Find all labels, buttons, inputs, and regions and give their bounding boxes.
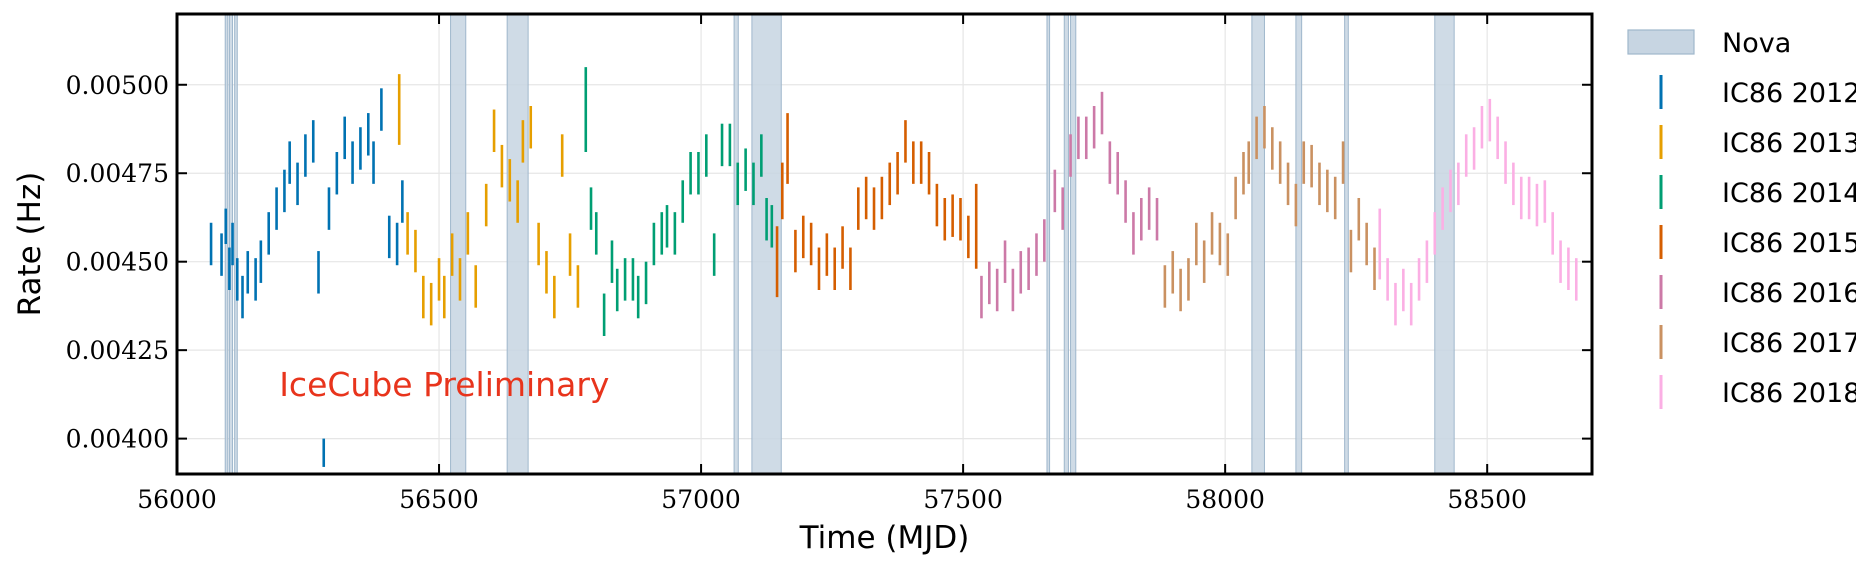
nova-band (234, 13, 238, 475)
data-series (209, 67, 1578, 467)
nova-band (733, 13, 739, 475)
x-tick-label: 58500 (1447, 485, 1527, 514)
legend-label: IC86 2015 (1722, 228, 1856, 259)
legend-label: IC86 2017 (1722, 328, 1856, 359)
legend-label: IC86 2018 (1722, 378, 1856, 409)
x-tick-label: 56500 (399, 485, 479, 514)
legend-label-nova: Nova (1722, 28, 1791, 59)
nova-band (1063, 13, 1069, 475)
y-tick-label: 0.00400 (66, 425, 169, 454)
nova-band (506, 13, 529, 475)
y-tick-label: 0.00450 (66, 248, 169, 277)
legend-label: IC86 2014 (1722, 178, 1856, 209)
x-axis-label: Time (MJD) (799, 520, 970, 556)
y-tick-label: 0.00500 (66, 71, 169, 100)
plot-frame (175, 12, 1594, 476)
nova-band (1434, 13, 1455, 475)
legend: Nova IC86 2012 IC86 2013 IC86 2014 IC86 2015… (1627, 28, 1856, 409)
nova-band (1046, 13, 1051, 475)
x-tick-label: 58000 (1185, 485, 1265, 514)
nova-band (1070, 13, 1077, 475)
legend-label: IC86 2013 (1722, 128, 1856, 159)
plot-area-background (177, 14, 1592, 474)
axis-ticks: 56000 56500 57000 57500 58000 58500 0.00400 0.0… (66, 14, 1592, 514)
y-tick-label: 0.00475 (66, 159, 169, 188)
legend-swatch-nova (1627, 29, 1695, 55)
x-tick-label: 57500 (923, 485, 1003, 514)
grid-lines (176, 14, 1592, 474)
icecube-preliminary-annotation: IceCube Preliminary (279, 365, 609, 404)
x-tick-label: 56000 (137, 485, 217, 514)
y-tick-label: 0.00425 (66, 336, 169, 365)
x-tick-label: 57000 (661, 485, 741, 514)
legend-label: IC86 2012 (1722, 78, 1856, 109)
legend-label: IC86 2016 (1722, 278, 1856, 309)
nova-band (1295, 13, 1303, 475)
nova-band (1344, 13, 1349, 475)
nova-band (1251, 13, 1265, 475)
y-axis-label: Rate (Hz) (12, 172, 48, 317)
